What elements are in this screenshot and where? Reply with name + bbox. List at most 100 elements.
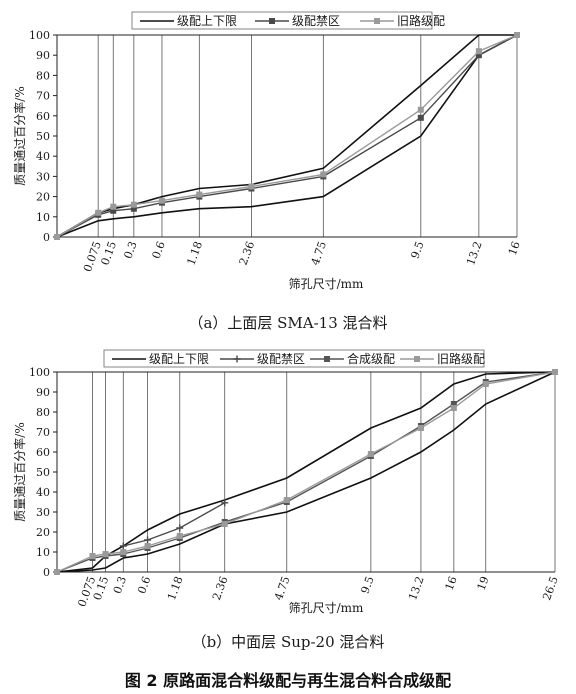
data-point-old — [417, 425, 424, 431]
y-tick-label: 90 — [36, 49, 50, 62]
legend-marker-restricted — [233, 355, 241, 363]
x-tick-label: 9.5 — [358, 575, 376, 596]
y-tick-label: 30 — [36, 170, 50, 183]
data-point-restricted — [144, 536, 152, 544]
legend-marker-old — [414, 356, 420, 362]
x-tick-label: 1.18 — [185, 240, 206, 267]
data-point-old — [54, 234, 60, 240]
data-point-old — [221, 521, 228, 527]
y-tick-label: 20 — [36, 526, 50, 539]
x-tick-label: 0.6 — [135, 575, 153, 596]
data-point-restricted — [417, 114, 424, 121]
legend-label-old: 旧路级配 — [397, 13, 445, 28]
data-point-old — [367, 451, 374, 457]
y-tick-label: 40 — [36, 150, 50, 163]
y-tick-label: 50 — [36, 130, 50, 143]
data-point-old — [176, 533, 183, 539]
y-tick-label: 70 — [36, 426, 50, 439]
series-line-limits — [56, 34, 518, 238]
y-tick-label: 80 — [36, 406, 50, 419]
legend-label-old: 旧路级配 — [437, 351, 485, 366]
legend-label-limits: 级配上下限 — [177, 14, 237, 28]
series-line-limits — [56, 371, 556, 573]
x-tick-label: 16 — [506, 240, 523, 258]
series-line-limits — [56, 34, 517, 238]
data-point-restricted — [110, 207, 117, 214]
x-axis-title: 筛孔尺寸/mm — [289, 276, 364, 291]
x-tick-label: 1.18 — [165, 575, 186, 602]
y-tick-label: 100 — [29, 29, 50, 42]
data-point-old — [89, 553, 96, 559]
legend-label-synthetic: 合成级配 — [347, 351, 395, 366]
data-point-old — [482, 381, 489, 387]
y-tick-label: 60 — [36, 446, 50, 459]
chart-a-caption: （a）上面层 SMA-13 混合料 — [188, 314, 387, 332]
legend-marker-synthetic — [324, 356, 330, 362]
legend-label-restricted: 级配禁区 — [292, 14, 340, 28]
x-tick-label: 13.2 — [464, 240, 485, 267]
y-tick-label: 0 — [43, 231, 50, 244]
data-point-old — [450, 405, 457, 411]
y-tick-label: 10 — [36, 211, 50, 224]
data-point-old — [95, 209, 102, 216]
data-point-old — [514, 32, 520, 38]
series-line-old — [56, 371, 556, 573]
data-point-old — [283, 497, 290, 503]
legend: 级配上下限 级配禁区 合成级配 旧路级配 — [103, 349, 485, 368]
y-axis-title: 质量通过百分率/% — [12, 86, 27, 185]
data-point-old — [417, 106, 424, 113]
data-point-old — [110, 203, 117, 210]
data-point-restricted — [221, 499, 229, 507]
data-point-restricted — [130, 205, 137, 212]
series-line-limits — [56, 371, 556, 573]
data-point-old — [475, 48, 482, 55]
x-tick-label: 2.36 — [237, 240, 258, 267]
chart-b-caption: （b）中面层 Sup-20 混合料 — [192, 633, 385, 651]
y-tick-label: 100 — [29, 366, 50, 379]
y-tick-label: 10 — [36, 546, 50, 559]
y-tick-label: 80 — [36, 69, 50, 82]
y-tick-label: 70 — [36, 90, 50, 103]
y-tick-label: 0 — [43, 566, 50, 579]
data-point-synthetic — [450, 401, 457, 407]
data-point-old — [130, 201, 137, 208]
legend-label-limits: 级配上下限 — [149, 352, 209, 366]
x-tick-label: 13.2 — [406, 575, 427, 602]
y-tick-label: 20 — [36, 191, 50, 204]
x-tick-label: 2.36 — [210, 575, 231, 602]
x-tick-label: 9.5 — [408, 240, 426, 261]
data-point-old — [54, 569, 60, 575]
x-tick-label: 4.75 — [309, 240, 330, 267]
y-tick-label: 60 — [36, 110, 50, 123]
x-tick-label: 4.75 — [272, 575, 293, 602]
y-tick-label: 40 — [36, 486, 50, 499]
y-tick-label: 90 — [36, 386, 50, 399]
x-axis-title: 筛孔尺寸/mm — [289, 600, 364, 615]
data-point-restricted — [176, 524, 184, 532]
y-tick-label: 50 — [36, 466, 50, 479]
y-axis-title: 质量通过百分率/% — [12, 422, 27, 521]
x-tick-label: 0.6 — [150, 240, 168, 261]
legend-marker-old — [374, 18, 380, 24]
legend: 级配上下限 级配禁区 旧路级配 — [131, 11, 445, 30]
legend-label-restricted: 级配禁区 — [257, 352, 305, 366]
x-tick-label: 16 — [443, 575, 460, 593]
x-tick-label: 26.5 — [540, 575, 561, 602]
data-point-old — [248, 183, 255, 190]
data-point-old — [102, 551, 109, 557]
data-point-old — [158, 197, 165, 204]
data-point-old — [196, 191, 203, 198]
series-line-synthetic — [56, 371, 556, 573]
x-tick-label: 0.3 — [111, 575, 129, 596]
legend-box — [103, 349, 485, 368]
legend-marker-restricted — [269, 18, 275, 24]
x-tick-label: 19 — [475, 575, 492, 593]
y-tick-label: 30 — [36, 506, 50, 519]
data-point-restricted — [119, 542, 127, 550]
series-line-restricted — [123, 502, 226, 547]
figure-caption: 图 2 原路面混合料级配与再生混合料合成级配 — [125, 671, 451, 690]
data-point-restricted — [475, 52, 482, 59]
